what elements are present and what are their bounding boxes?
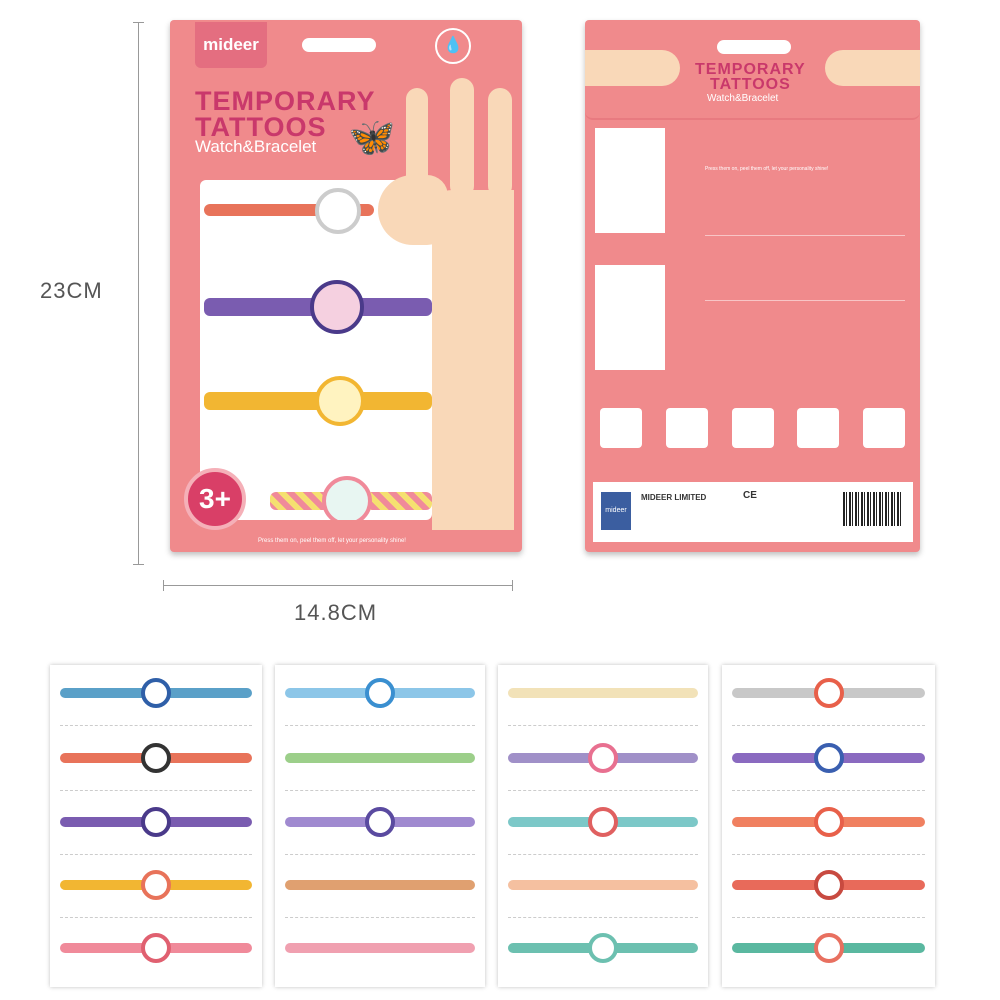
back-package: TEMPORARY TATTOOS Watch&Bracelet Press t… [585, 20, 920, 552]
back-subtitle: Watch&Bracelet [707, 93, 779, 104]
tattoo-sheet [50, 665, 262, 987]
watch-face [813, 870, 844, 900]
front-package: mideer 💧 TEMPORARY TATTOOS Watch&Bracele… [170, 20, 522, 552]
watch-face [141, 678, 171, 708]
cut-line [285, 854, 475, 855]
water-drop-icon: 💧 [435, 28, 471, 64]
tattoo-strip [285, 880, 475, 890]
watch-face [141, 870, 171, 900]
back-logo: mideer [601, 492, 631, 530]
tattoo-strip [285, 943, 475, 953]
butterfly-icon: 🦋 [348, 117, 396, 159]
subtitle: Watch&Bracelet [195, 137, 317, 156]
cut-line [285, 917, 475, 918]
cut-line [732, 725, 925, 726]
hang-hole [717, 40, 791, 54]
barcode [843, 492, 903, 526]
watch-sheet-preview [595, 128, 665, 233]
width-label: 14.8CM [294, 600, 378, 625]
left-hand-icon [585, 50, 680, 86]
tattoo-sheet [722, 665, 935, 987]
back-footer: mideer MIDEER LIMITED CE [593, 482, 913, 542]
cut-line [732, 854, 925, 855]
tattoo-strip [285, 753, 475, 763]
ce-mark: CE [743, 490, 757, 501]
cut-line [732, 790, 925, 791]
cut-line [60, 790, 252, 791]
title-line1: TEMPORARY [195, 86, 376, 116]
bracelet-sheet-preview [595, 265, 665, 370]
hang-hole [302, 38, 376, 52]
cut-line [508, 725, 698, 726]
watch-face [588, 743, 618, 773]
tattoo-strip [508, 688, 698, 698]
cut-line [60, 725, 252, 726]
width-dimension-line [163, 580, 513, 591]
hand-illustration [432, 190, 514, 530]
cut-line [60, 917, 252, 918]
brand-logo: mideer [195, 22, 267, 68]
back-header [585, 20, 920, 120]
company-name: MIDEER LIMITED [641, 493, 707, 502]
cut-line [60, 854, 252, 855]
instructions-fr [705, 300, 905, 340]
watch-face [588, 933, 618, 963]
watch-face [365, 678, 395, 708]
watch-face [365, 807, 395, 837]
instructions-de [705, 235, 905, 275]
watch-face [141, 743, 171, 773]
cut-line [508, 854, 698, 855]
cut-line [508, 790, 698, 791]
back-title-line1: TEMPORARY [695, 61, 806, 78]
watch-face [141, 807, 171, 837]
watch-face [813, 933, 844, 963]
cut-line [732, 917, 925, 918]
cut-line [285, 790, 475, 791]
watch-face [813, 678, 844, 708]
title-line2: TATTOOS [195, 112, 327, 142]
back-title-line2: TATTOOS [710, 76, 791, 93]
instructions-en: Press them on, peel them off, let your p… [705, 166, 829, 172]
watch-face [141, 933, 171, 963]
watch-face [588, 807, 618, 837]
tattoo-sheet [275, 665, 485, 987]
height-dimension-line [133, 22, 144, 565]
steps-row [600, 408, 905, 448]
right-hand-icon [825, 50, 920, 86]
age-badge: 3+ [184, 468, 246, 530]
tattoo-strip [508, 880, 698, 890]
watch-face [813, 807, 844, 837]
height-label: 23CM [40, 278, 103, 303]
tattoo-sheet [498, 665, 708, 987]
cut-line [285, 725, 475, 726]
watch-face [813, 743, 844, 773]
cut-line [508, 917, 698, 918]
tagline: Press them on, peel them off, let your p… [258, 538, 406, 544]
